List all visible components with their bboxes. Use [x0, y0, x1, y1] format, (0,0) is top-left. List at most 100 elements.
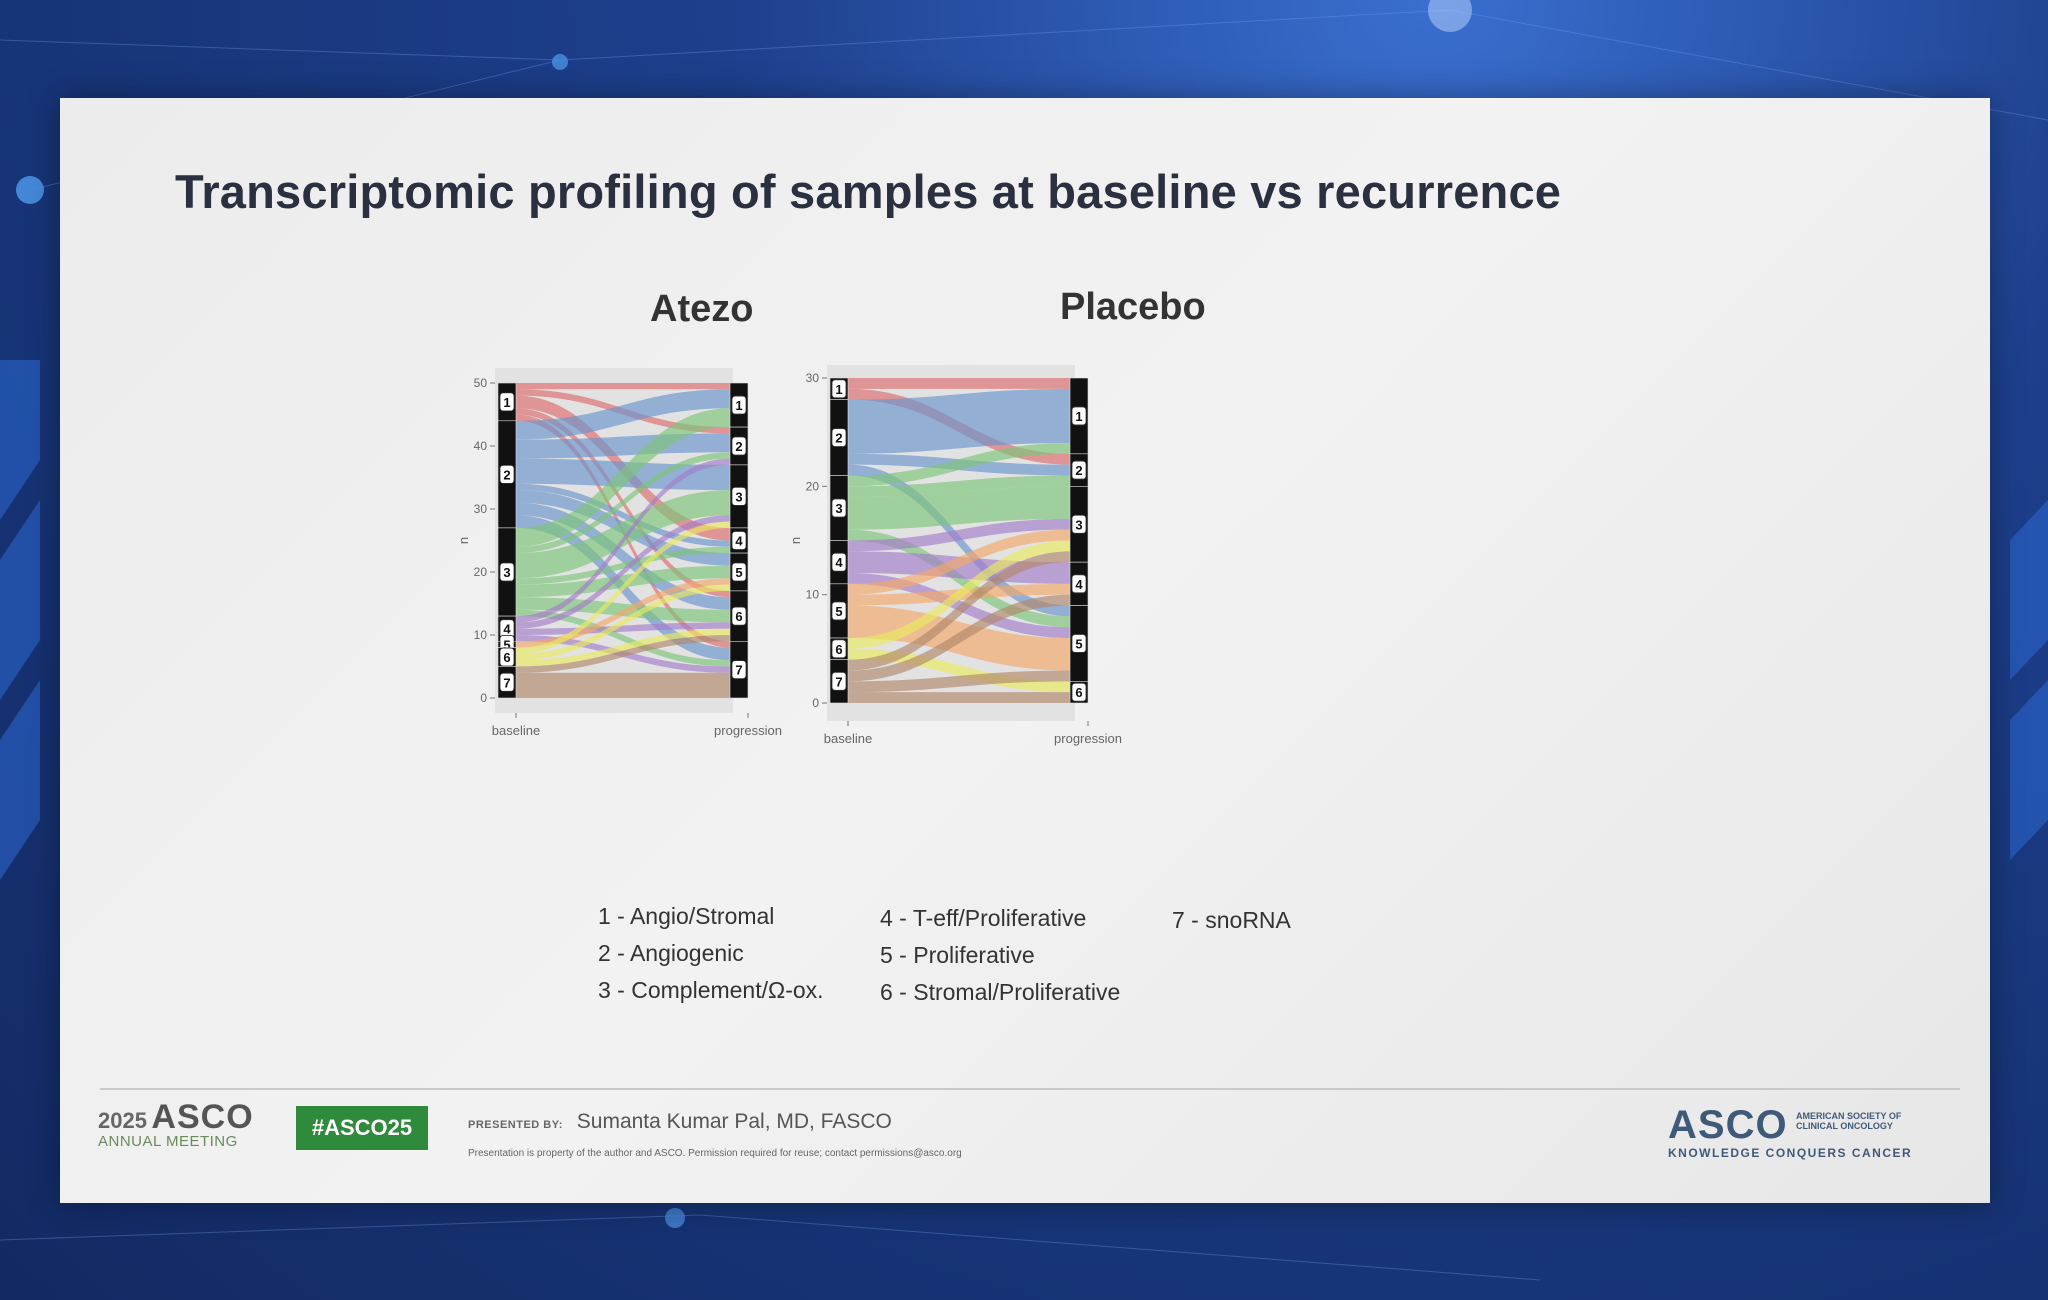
stratum-label-box [731, 606, 747, 626]
stratum-label: 7 [735, 663, 742, 678]
stratum-label: 2 [835, 431, 842, 446]
stratum-label: 5 [503, 637, 510, 652]
y-tick-label: 20 [474, 565, 488, 579]
stratum-label-box [499, 392, 515, 412]
legend-column-2: 4 - T-eff/Proliferative 5 - Proliferativ… [880, 900, 1120, 1011]
stratum-label-box [1071, 682, 1087, 702]
stratum-label: 4 [735, 534, 743, 549]
stratum-label: 3 [503, 565, 510, 580]
alluvial-flow [516, 565, 730, 598]
legend-item: 1 - Angio/Stromal [598, 903, 775, 929]
y-tick-label: 40 [474, 439, 488, 453]
atezo-panel-title: Atezo [650, 288, 754, 330]
alluvial-flow [516, 502, 730, 610]
meeting-name: ASCO [151, 1098, 254, 1136]
y-axis-label: n [456, 537, 471, 544]
alluvial-flow [848, 464, 1070, 617]
stratum-label: 2 [503, 467, 510, 482]
legend-column-1: 1 - Angio/Stromal 2 - Angiogenic 3 - Com… [598, 898, 824, 1009]
alluvial-flow [848, 594, 1070, 682]
stratum-label-box [1071, 574, 1087, 594]
y-tick-label: 10 [806, 588, 820, 602]
stratum-label: 6 [835, 642, 842, 657]
stratum-label-box [731, 395, 747, 415]
stratum-label: 3 [735, 489, 742, 504]
stratum-label: 5 [835, 604, 842, 619]
stratum-label: 2 [735, 439, 742, 454]
alluvial-flow [516, 584, 730, 661]
legend-item: 5 - Proliferative [880, 942, 1035, 968]
y-tick-label: 0 [812, 696, 819, 710]
y-axis-label: n [788, 537, 803, 544]
stratum-label-box [499, 464, 515, 484]
stratum-label: 5 [1075, 636, 1082, 651]
slide-title: Transcriptomic profiling of samples at b… [175, 165, 1562, 218]
alluvial-flow [848, 475, 1070, 498]
x-tick-label: progression [714, 723, 782, 738]
placebo-alluvial-chart: 0 10 20 30 n baseline progression 1 2 3 4 5 6 7 1 2 3 4 5 6 [788, 365, 1122, 746]
stratum-label-box [831, 639, 847, 659]
hashtag-badge: #ASCO25 [296, 1106, 428, 1150]
stratum-label-box [831, 379, 847, 399]
x-tick-label: baseline [492, 723, 540, 738]
legend-item: 7 - snoRNA [1172, 907, 1291, 933]
meeting-year: 2025 [98, 1108, 147, 1133]
alluvial-flow [516, 515, 730, 629]
presenter-name: Sumanta Kumar Pal, MD, FASCO [576, 1110, 892, 1133]
alluvial-flow [516, 521, 730, 654]
alluvial-flow [516, 452, 730, 554]
legend-column-3: 7 - snoRNA [1172, 902, 1291, 939]
alluvial-flow [516, 635, 730, 673]
stratum-label-box [1071, 514, 1087, 534]
legend-item: 2 - Angiogenic [598, 940, 744, 966]
stratum-label: 1 [503, 395, 510, 410]
stratum-label-box [731, 436, 747, 456]
alluvial-flow [848, 443, 1070, 487]
alluvial-flow [848, 486, 1070, 530]
stratum-label: 2 [1075, 463, 1082, 478]
presenter-line: PRESENTED BY: Sumanta Kumar Pal, MD, FAS… [468, 1110, 892, 1134]
alluvial-flow [516, 389, 730, 440]
stratum-label-box [831, 428, 847, 447]
alluvial-flow [516, 578, 730, 648]
stratum-label-box [499, 672, 515, 692]
stratum-label: 7 [835, 674, 842, 689]
alluvial-flow [516, 483, 730, 547]
stratum-label-box [1071, 406, 1087, 426]
y-tick-label: 0 [480, 691, 487, 705]
y-tick-label: 10 [474, 628, 488, 642]
alluvial-flow [848, 540, 1070, 649]
alluvial-flow [516, 458, 730, 623]
stratum-label-box [1071, 634, 1087, 653]
stratum-label-box [499, 647, 515, 667]
stratum-label-box [831, 552, 847, 572]
stratum-label-box [731, 531, 747, 550]
stratum-label: 7 [503, 675, 510, 690]
alluvial-flow [848, 551, 1070, 671]
alluvial-flow [848, 670, 1070, 693]
y-tick-label: 20 [806, 479, 820, 493]
y-tick-label: 30 [474, 502, 488, 516]
stratum-label: 1 [1075, 409, 1082, 424]
footer-divider [100, 1088, 1960, 1090]
stratum-label-box [831, 498, 847, 518]
alluvial-flow [848, 529, 1070, 595]
asco-tagline: KNOWLEDGE CONQUERS CANCER [1668, 1146, 1913, 1160]
y-tick-label: 50 [474, 376, 488, 390]
stratum-label: 1 [735, 398, 742, 413]
asco-annual-meeting-logo: 2025 ASCO ANNUAL MEETING [98, 1098, 254, 1150]
alluvial-flow [516, 408, 730, 547]
alluvial-flow [516, 546, 730, 585]
stratum-label-box [831, 671, 847, 691]
alluvial-flow [848, 388, 1070, 454]
alluvial-flow [516, 628, 730, 667]
stratum-label: 6 [1075, 685, 1082, 700]
alluvial-flow [516, 609, 730, 667]
stratum-label: 4 [835, 555, 843, 570]
stratum-label-box [499, 562, 515, 582]
x-tick-label: progression [1054, 731, 1122, 746]
alluvial-flow [848, 518, 1070, 552]
y-tick-label: 30 [806, 371, 820, 385]
